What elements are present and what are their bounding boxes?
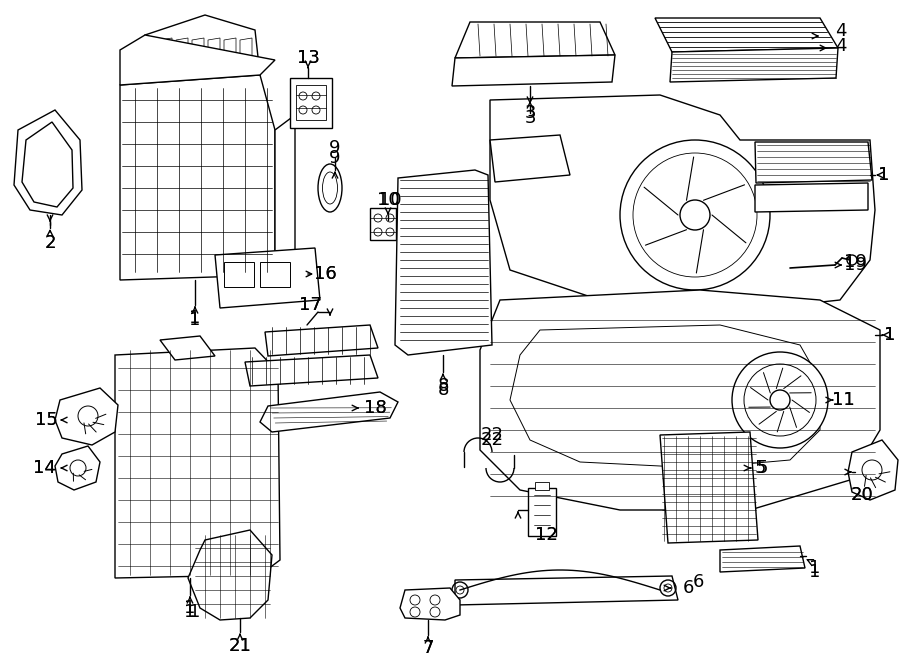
Polygon shape xyxy=(455,22,615,58)
Text: 12: 12 xyxy=(535,526,557,544)
Polygon shape xyxy=(188,530,272,620)
Text: 16: 16 xyxy=(313,265,337,283)
Text: 19: 19 xyxy=(843,256,867,274)
Polygon shape xyxy=(660,432,758,543)
Text: 7: 7 xyxy=(422,639,434,657)
Polygon shape xyxy=(55,388,118,445)
Text: 5: 5 xyxy=(754,459,766,477)
Polygon shape xyxy=(670,48,838,82)
Text: 1: 1 xyxy=(878,166,890,184)
Circle shape xyxy=(620,140,770,290)
Text: 1: 1 xyxy=(809,559,821,577)
Polygon shape xyxy=(160,336,215,360)
Polygon shape xyxy=(120,75,275,280)
Text: 4: 4 xyxy=(835,22,847,40)
Polygon shape xyxy=(720,546,805,572)
Polygon shape xyxy=(848,440,898,500)
Polygon shape xyxy=(265,325,378,356)
Text: 4: 4 xyxy=(835,37,847,55)
Text: 1: 1 xyxy=(189,311,201,329)
Polygon shape xyxy=(655,18,838,52)
Text: 14: 14 xyxy=(32,459,56,477)
Polygon shape xyxy=(275,115,295,275)
Polygon shape xyxy=(145,15,260,100)
Text: 1: 1 xyxy=(189,309,201,327)
Polygon shape xyxy=(755,183,868,212)
Text: 15: 15 xyxy=(34,411,58,429)
Text: 8: 8 xyxy=(437,381,449,399)
Polygon shape xyxy=(120,35,275,85)
Text: 12: 12 xyxy=(535,526,557,544)
Bar xyxy=(528,488,556,536)
Polygon shape xyxy=(755,142,872,183)
Text: 1: 1 xyxy=(809,563,821,581)
Bar xyxy=(535,482,549,490)
Polygon shape xyxy=(452,55,615,86)
Text: 3: 3 xyxy=(524,104,536,122)
Text: 13: 13 xyxy=(297,49,320,67)
Text: 16: 16 xyxy=(313,265,337,283)
Text: 1: 1 xyxy=(184,603,195,621)
Text: 14: 14 xyxy=(32,459,56,477)
Text: 1: 1 xyxy=(189,603,201,621)
Text: 18: 18 xyxy=(364,399,386,417)
Bar xyxy=(370,208,396,240)
Text: 10: 10 xyxy=(379,191,401,209)
Polygon shape xyxy=(245,355,378,386)
Text: 1: 1 xyxy=(878,166,890,184)
Text: 1: 1 xyxy=(184,599,195,617)
Text: 21: 21 xyxy=(229,637,251,655)
Bar xyxy=(296,85,326,120)
Text: 11: 11 xyxy=(832,391,854,409)
Polygon shape xyxy=(55,446,100,490)
Circle shape xyxy=(732,352,828,448)
Text: 11: 11 xyxy=(832,391,854,409)
Text: 8: 8 xyxy=(437,377,449,395)
Ellipse shape xyxy=(318,164,342,212)
Text: 2: 2 xyxy=(44,234,56,252)
Text: 13: 13 xyxy=(297,49,320,67)
Text: 15: 15 xyxy=(34,411,58,429)
Text: 21: 21 xyxy=(229,637,251,655)
Text: 22: 22 xyxy=(481,431,503,449)
Text: 9: 9 xyxy=(329,139,341,157)
Text: 20: 20 xyxy=(850,486,873,504)
Polygon shape xyxy=(490,95,875,315)
Polygon shape xyxy=(480,290,880,510)
Circle shape xyxy=(452,582,468,598)
Circle shape xyxy=(847,255,857,265)
Text: 10: 10 xyxy=(377,191,400,209)
Text: 22: 22 xyxy=(481,426,503,444)
Text: 1: 1 xyxy=(885,326,895,344)
Polygon shape xyxy=(395,170,492,355)
Text: 3: 3 xyxy=(524,109,536,127)
Bar xyxy=(260,262,290,287)
Text: 5: 5 xyxy=(756,459,768,477)
Polygon shape xyxy=(215,248,320,308)
Text: 6: 6 xyxy=(682,579,694,597)
Text: 20: 20 xyxy=(850,486,873,504)
Bar xyxy=(224,262,254,287)
Polygon shape xyxy=(115,348,280,578)
Text: 18: 18 xyxy=(364,399,386,417)
Text: 19: 19 xyxy=(843,253,867,271)
Circle shape xyxy=(680,200,710,230)
Polygon shape xyxy=(260,392,398,432)
Text: 9: 9 xyxy=(329,149,341,167)
Text: 6: 6 xyxy=(692,573,704,591)
Text: 2: 2 xyxy=(44,234,56,252)
Text: 17: 17 xyxy=(299,296,321,314)
Polygon shape xyxy=(14,110,82,215)
Bar xyxy=(290,78,332,128)
Polygon shape xyxy=(490,135,570,182)
Text: 17: 17 xyxy=(299,296,321,314)
Circle shape xyxy=(770,390,790,410)
Polygon shape xyxy=(400,588,460,620)
Text: 1: 1 xyxy=(885,326,895,344)
Circle shape xyxy=(660,580,676,596)
Text: 7: 7 xyxy=(422,639,434,657)
